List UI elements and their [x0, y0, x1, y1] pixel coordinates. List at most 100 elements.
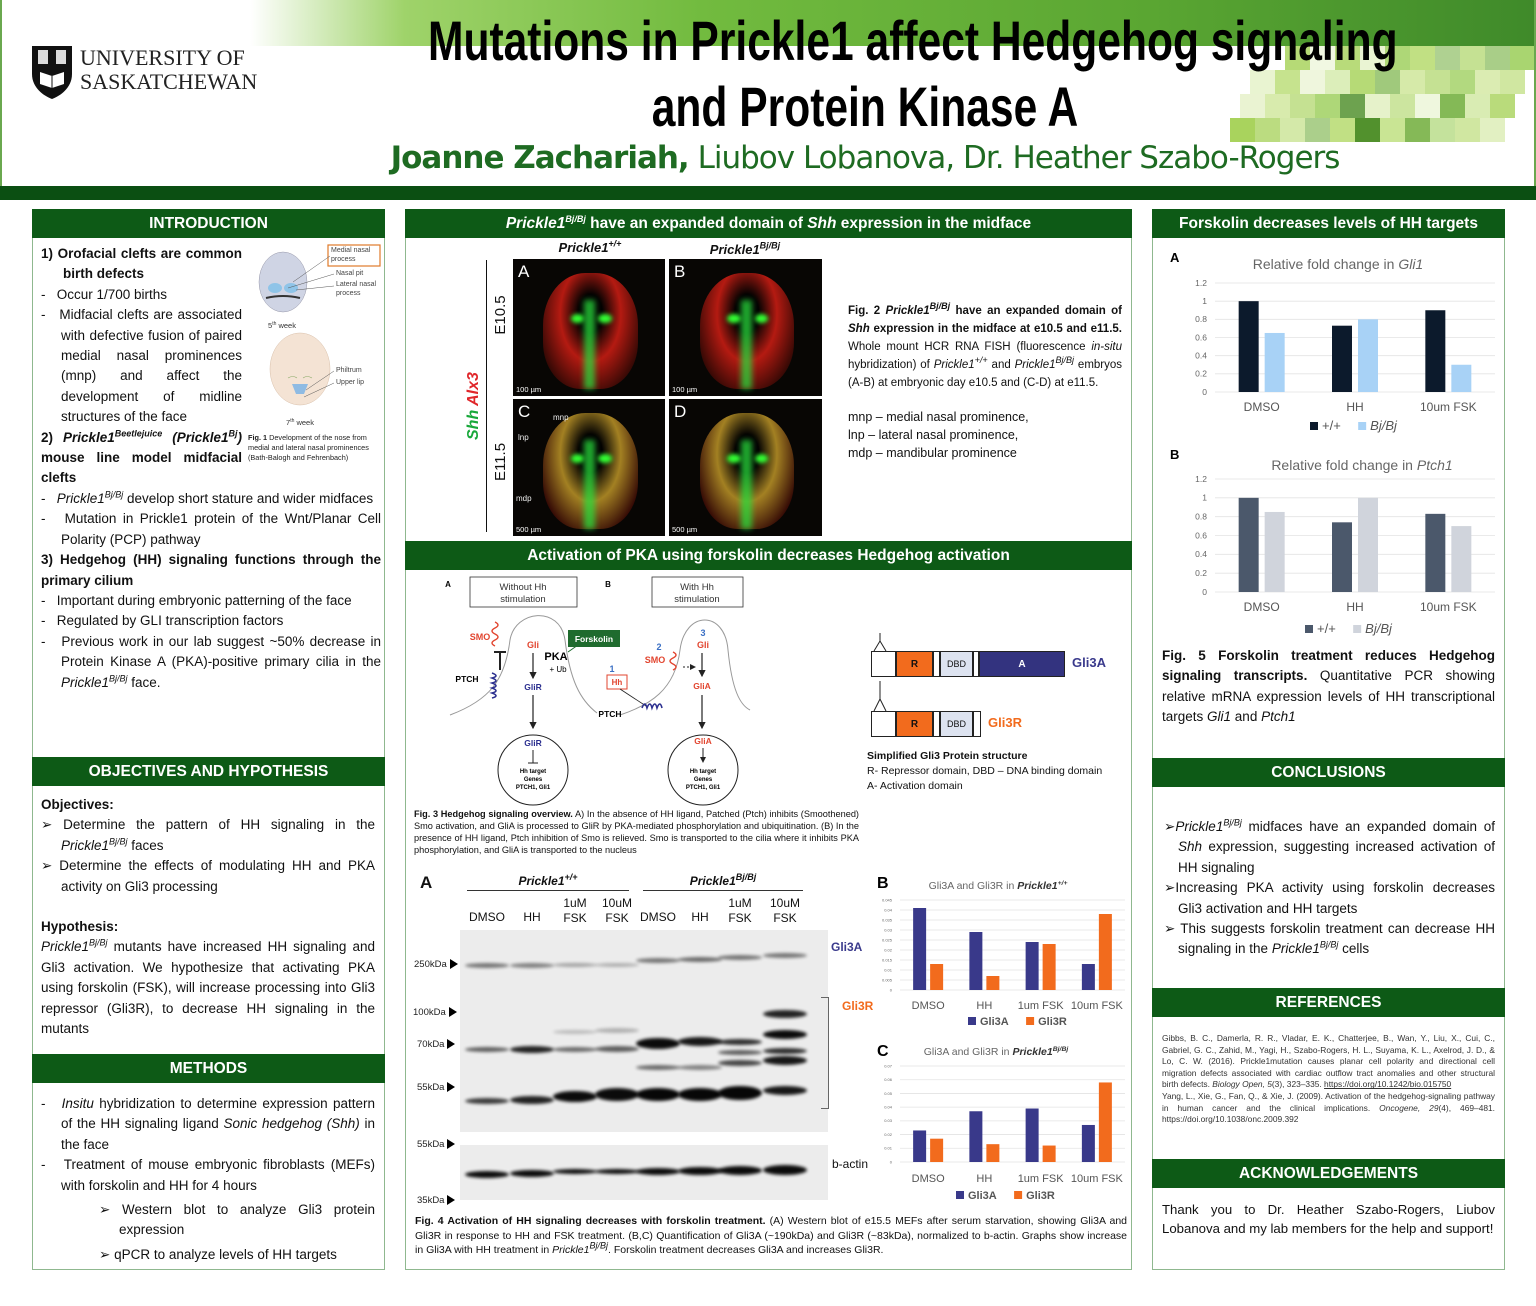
- gli3-structure-legend: Simplified Gli3 Protein structure R- Repr…: [867, 750, 1103, 792]
- actin-band: [636, 1167, 680, 1175]
- mosaic-tile: [1380, 118, 1405, 142]
- y-tick-label: 0: [1202, 587, 1207, 597]
- svg-text:A: A: [445, 580, 451, 589]
- svg-text:Genes: Genes: [524, 777, 543, 783]
- bar--DMSO: [1238, 301, 1259, 392]
- bar-Gli3R-DMSO: [930, 1138, 944, 1162]
- gli3r-dbd: DBD: [940, 711, 973, 737]
- bar-BjBj-HH: [1358, 319, 1378, 392]
- reference-item: Yang, L., Xie, G., Fan, Q., & Xie, J. (2…: [1162, 1090, 1495, 1125]
- y-tick-label: 0.015: [882, 957, 893, 962]
- y-tick-label: 0.06: [884, 1077, 893, 1082]
- shh-expression: [584, 300, 596, 390]
- university-logo: UNIVERSITY OF SASKATCHEWAN: [30, 44, 270, 102]
- blot-band: [510, 963, 554, 968]
- smo-coil-icon: [491, 621, 499, 647]
- bar--HH: [1332, 325, 1352, 392]
- doi-link[interactable]: https://doi.org/10.1242/bio.015750: [1324, 1079, 1452, 1090]
- figure-1-nose-development: 5th week 7th week Medial nasal process N…: [248, 244, 381, 466]
- ptch-coil-icon: [489, 672, 497, 699]
- svg-text:GliA: GliA: [693, 681, 710, 691]
- blot-band: [553, 1047, 597, 1052]
- method-subitem: ➢ qPCR to analyze levels of HH targets: [99, 1246, 337, 1262]
- y-tick-label: 0.6: [1195, 530, 1207, 540]
- y-tick-label: 0.03: [884, 1118, 893, 1123]
- x-tick-label: HH: [1346, 400, 1363, 414]
- shh-spot: [598, 313, 612, 324]
- blot-band: [553, 963, 597, 967]
- annotation-lnp: lnp: [518, 433, 529, 442]
- gli3r-repressor-domain: R: [896, 711, 933, 737]
- blot-band: [678, 957, 722, 962]
- doi-link[interactable]: https://doi.org/10.1038/onc.2009.392: [1162, 1114, 1299, 1125]
- gli3a-spacer: [933, 651, 940, 677]
- mosaic-tile: [1465, 94, 1490, 118]
- y-tick-label: 0.4: [1195, 351, 1207, 361]
- blot-band: [553, 1030, 597, 1034]
- label-upper-lip: Upper lip: [336, 379, 365, 386]
- bar--10umFSK: [1425, 513, 1446, 592]
- shh-spot: [570, 313, 585, 324]
- y-tick-label: 0.02: [884, 1132, 893, 1137]
- legend-swatch: [968, 1017, 976, 1025]
- marker-70kda: 70kDa: [417, 1039, 455, 1050]
- smo-coil-icon: [669, 651, 677, 671]
- legend-swatch: [1026, 1017, 1035, 1025]
- gli3a-dbd: DBD: [940, 651, 973, 677]
- embryo-image-b: B 100 µm: [669, 259, 822, 396]
- y-tick-label: 1: [1202, 296, 1207, 306]
- label-lateral-nasal-process: Lateral nasal process: [336, 281, 377, 297]
- mosaic-tile: [1280, 118, 1305, 142]
- bar-Gli3R-DMSO: [930, 964, 944, 990]
- blot-band: [678, 1065, 722, 1070]
- intro-bullet: - Regulated by GLI transcription factors: [41, 613, 284, 629]
- column-label-wildtype: Prickle1+/+: [558, 238, 622, 255]
- shh-expression: [584, 440, 596, 530]
- bar-Gli3A-HH: [969, 1111, 983, 1162]
- mosaic-tile: [1390, 94, 1415, 118]
- mosaic-tile: [1250, 70, 1275, 94]
- section-heading-fig2: Prickle1Bj/Bj have an expanded domain of…: [405, 209, 1132, 238]
- label-medial-nasal-process: Medial nasal process: [331, 247, 371, 263]
- blot-band: [465, 963, 509, 968]
- figure-3-hedgehog-diagram: A B Without Hh stimulation With Hh stimu…: [445, 576, 751, 806]
- y-tick-label: 0.2: [1195, 568, 1207, 578]
- mosaic-tile: [1375, 70, 1400, 94]
- shh-expression: [740, 440, 752, 530]
- svg-text:1: 1: [609, 664, 614, 674]
- method-item: - Treatment of mouse embryonic fibroblas…: [41, 1157, 376, 1193]
- blot-band: [718, 1050, 762, 1055]
- figure-2-caption: Fig. 2 Prickle1Bj/Bj have an expanded do…: [848, 301, 1123, 389]
- actin-band: [510, 1170, 554, 1178]
- x-tick-label: DMSO: [912, 1000, 945, 1012]
- label-7th-week: 7th week: [286, 418, 314, 427]
- shh-spot: [598, 453, 612, 464]
- references-list: Gibbs, B. C., Damerla, R. R., Vladar, E.…: [1162, 1033, 1495, 1126]
- svg-text:Hh: Hh: [612, 678, 623, 687]
- title-line-1: Mutations in Prickle1 affect Hedgehog si…: [428, 9, 1398, 72]
- hypothesis-label: Hypothesis:: [41, 919, 119, 935]
- co-authors: Liubov Lobanova, Dr. Heather Szabo-Roger…: [688, 140, 1341, 176]
- embryo-image-a: A 100 µm: [513, 259, 665, 396]
- chart-title: Gli3A and Gli3R in Prickle1Bj/Bj: [924, 1046, 1070, 1058]
- bar--HH: [1332, 522, 1352, 592]
- blot-band: [465, 1047, 509, 1052]
- blot-band: [595, 1088, 639, 1101]
- ptch-coil-icon: [641, 703, 663, 711]
- intro-bullet: - Prickle1Bj/Bj develop short stature an…: [41, 489, 374, 506]
- y-tick-label: 0.01: [884, 1146, 893, 1151]
- bar-Gli3R-HH: [986, 976, 1000, 990]
- mosaic-tile: [1405, 118, 1430, 142]
- marker-250kda: 250kDa: [414, 959, 458, 970]
- actin-band: [718, 1166, 762, 1176]
- panel-letter: B: [1170, 447, 1179, 462]
- section-heading-acknowledgements: ACKNOWLEDGEMENTS: [1152, 1159, 1505, 1188]
- y-tick-label: 0.045: [882, 897, 893, 902]
- y-tick-label: 0.04: [884, 907, 893, 912]
- chart-gli3-mutant: C Gli3A and Gli3R in Prickle1Bj/Bj 0 0.01 0.…: [877, 1043, 1125, 1202]
- mosaic-tile: [1480, 118, 1505, 142]
- blot-band: [763, 1010, 807, 1018]
- group-label-mutant: Prickle1Bj/Bj: [643, 873, 803, 891]
- svg-text:Hh target: Hh target: [520, 769, 546, 775]
- mosaic-tile: [1455, 118, 1480, 142]
